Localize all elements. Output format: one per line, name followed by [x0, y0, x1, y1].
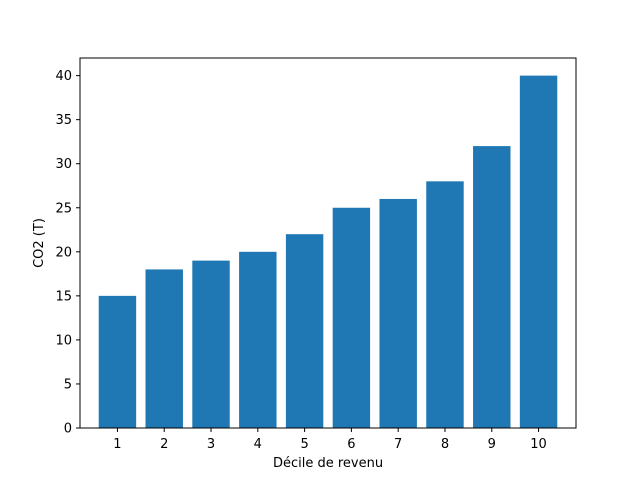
y-tick-label-25: 25: [55, 201, 72, 216]
bars-group: [98, 75, 558, 428]
bar-3: [192, 260, 230, 428]
x-tick-label-6: 6: [347, 437, 355, 452]
x-axis: 1 2 3 4 5 6 7 8 9 10: [113, 428, 547, 452]
y-tick-label-5: 5: [64, 377, 72, 392]
x-tick-label-10: 10: [530, 437, 547, 452]
y-axis: 0 5 10 15 20 25 30 35 40: [55, 69, 80, 437]
y-tick-label-20: 20: [55, 245, 72, 260]
x-tick-label-4: 4: [254, 437, 262, 452]
x-axis-label: Décile de revenu: [273, 456, 383, 471]
y-tick-label-10: 10: [55, 333, 72, 348]
bar-6: [332, 207, 371, 428]
bar-4: [239, 251, 277, 428]
y-tick-label-15: 15: [55, 289, 72, 304]
bar-7: [379, 198, 417, 428]
y-tick-label-35: 35: [55, 113, 72, 128]
plot-frame: [79, 57, 577, 429]
x-tick-label-5: 5: [300, 437, 308, 452]
bar-8: [426, 181, 464, 428]
x-tick-label-7: 7: [394, 437, 402, 452]
y-axis-label: CO2 (T): [32, 218, 47, 268]
bar-1: [98, 295, 137, 428]
y-tick-label-0: 0: [64, 422, 72, 437]
x-tick-label-1: 1: [113, 437, 121, 452]
y-tick-label-30: 30: [55, 157, 72, 172]
y-tick-label-40: 40: [55, 69, 72, 84]
x-tick-label-9: 9: [488, 437, 496, 452]
bar-5: [285, 234, 324, 428]
x-tick-label-3: 3: [207, 437, 215, 452]
bar-2: [145, 269, 183, 428]
bar-10: [519, 75, 558, 428]
x-tick-label-2: 2: [160, 437, 168, 452]
bar-9: [473, 146, 511, 428]
x-tick-label-8: 8: [441, 437, 449, 452]
